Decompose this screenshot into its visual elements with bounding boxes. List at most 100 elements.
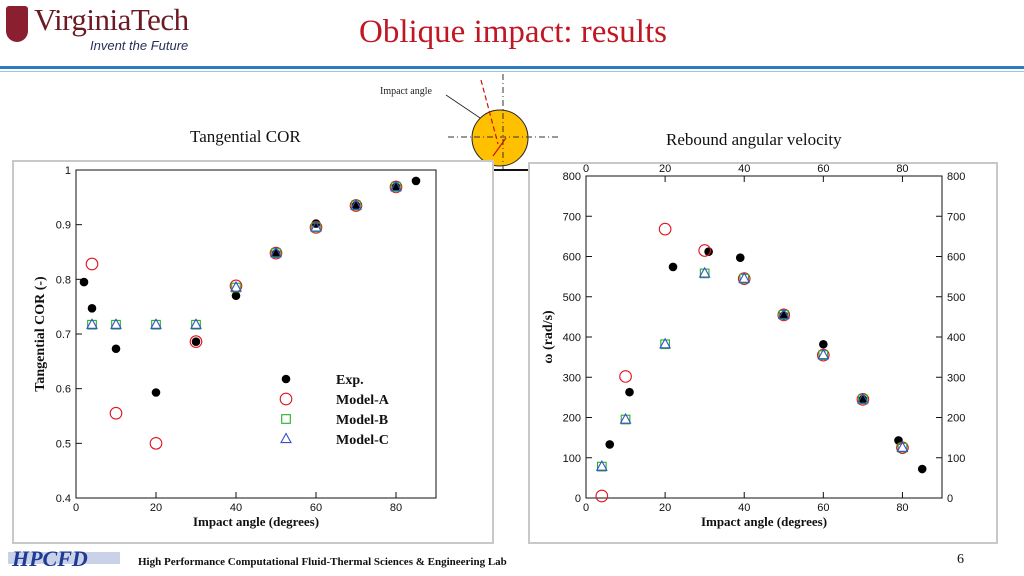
- y-tick-label: 1: [65, 165, 71, 177]
- y-tick-label-right: 200: [947, 413, 965, 425]
- tangential-cor-panel: 0 20 40 60 80 0.4 0.5 0.6 0.7 0.8 0.9 1 Impact angle…: [12, 160, 494, 544]
- data-point-modela: [595, 489, 609, 503]
- y-axis-label: ω (rad/s): [541, 310, 556, 364]
- y-tick-label: 0.4: [56, 493, 71, 505]
- y-tick-label: 200: [563, 413, 581, 425]
- data-point-modelb: [151, 319, 161, 330]
- data-point-modelc: [856, 392, 869, 404]
- data-point-exp: [111, 344, 121, 354]
- x-axis-label: Impact angle (degrees): [701, 514, 827, 529]
- y-tick-label-right: 0: [947, 493, 953, 505]
- y-tick-label: 500: [563, 292, 581, 304]
- angular-velocity-panel: 0 0 20 20 40 40 60 60 80 80 0 0 100 100 200 200 300 300 40…: [528, 162, 998, 544]
- data-point-modelb: [191, 319, 201, 330]
- data-point-modela: [85, 257, 99, 271]
- plot-frame: [585, 175, 943, 499]
- impact-angle-label: Impact angle: [380, 86, 432, 97]
- data-point-modela: [658, 222, 672, 236]
- data-point-modela: [149, 436, 163, 450]
- x-tick-label-top: 40: [738, 164, 750, 175]
- x-tick-label-top: 60: [817, 164, 829, 175]
- data-point-modelb: [311, 222, 321, 233]
- data-point-modelc: [738, 271, 751, 283]
- data-point-modela: [189, 335, 203, 349]
- data-point-modelb: [351, 200, 361, 211]
- data-point-modelb: [271, 248, 281, 258]
- data-point-exp: [819, 339, 828, 349]
- y-tick-label: 0.5: [56, 438, 71, 450]
- y-tick-label: 0.9: [56, 220, 71, 232]
- data-point-exp: [411, 176, 421, 186]
- hpcfd-logo-text: HPCFD: [11, 546, 88, 571]
- data-point-modelc: [698, 266, 711, 278]
- legend-label: Model-C: [336, 433, 389, 448]
- y-tick-label-right: 500: [947, 292, 965, 304]
- data-point-modelc: [350, 198, 362, 210]
- header-divider: [0, 66, 1024, 69]
- x-tick-label: 0: [73, 502, 79, 514]
- hpcfd-logo-band: [8, 552, 120, 564]
- virginia-tech-logo: VirginiaTech Invent the Future: [4, 2, 204, 54]
- x-axis-label: Impact angle (degrees): [193, 514, 319, 529]
- rebound-direction-line: [492, 137, 507, 157]
- data-point-modelc: [659, 337, 672, 349]
- y-tick-label: 0.8: [56, 274, 71, 286]
- y-tick-label: 0.6: [56, 384, 71, 396]
- data-point-modelb: [111, 319, 121, 330]
- legend-marker: [280, 432, 292, 444]
- data-point-modelc: [595, 459, 608, 471]
- data-point-modelc: [817, 348, 830, 360]
- y-tick-label: 0: [575, 493, 581, 505]
- y-axis-label: Tangential COR (-): [33, 276, 48, 392]
- data-point-exp: [87, 304, 97, 313]
- x-tick-label: 60: [310, 502, 322, 514]
- y-tick-label-right: 300: [947, 372, 965, 384]
- shield-icon: [6, 6, 28, 42]
- data-point-modelb: [87, 319, 97, 330]
- data-point-exp: [625, 387, 634, 397]
- x-tick-label: 80: [896, 502, 908, 514]
- x-tick-label: 80: [390, 502, 402, 514]
- y-tick-label: 0.7: [56, 329, 71, 341]
- data-point-exp: [231, 291, 241, 301]
- data-point-modelc: [777, 308, 790, 320]
- x-tick-label: 40: [738, 502, 750, 514]
- data-point-modelc: [390, 180, 402, 192]
- x-tick-label: 20: [659, 502, 671, 514]
- data-point-exp: [735, 253, 745, 263]
- y-tick-label-right: 800: [947, 171, 965, 183]
- data-point-modelc: [86, 318, 98, 329]
- plot-frame: [75, 169, 437, 499]
- tangential-cor-chart: 0 20 40 60 80 0.4 0.5 0.6 0.7 0.8 0.9 1 Impact angle…: [33, 165, 437, 529]
- legend-marker: [281, 374, 291, 384]
- data-point-modelb: [897, 442, 908, 453]
- x-tick-label: 0: [583, 502, 589, 514]
- y-tick-label: 400: [563, 332, 581, 344]
- legend-label: Exp.: [336, 373, 364, 388]
- logo-tagline: Invent the Future: [90, 38, 189, 53]
- page-number: 6: [957, 552, 964, 567]
- data-point-modela: [619, 370, 632, 383]
- legend-label: Model-B: [336, 413, 388, 428]
- slide-title: Oblique impact: results: [359, 14, 667, 50]
- data-point-exp: [917, 464, 927, 474]
- x-tick-label-top: 0: [583, 164, 589, 175]
- data-point-modelb: [596, 461, 607, 472]
- y-tick-label-right: 100: [947, 453, 965, 465]
- data-point-modelc: [619, 412, 632, 424]
- logo-text: VirginiaTech: [34, 2, 189, 37]
- y-tick-label: 300: [563, 372, 581, 384]
- x-tick-label: 40: [230, 502, 242, 514]
- data-point-modelb: [391, 182, 401, 192]
- impact-angle-diagram: Impact angle: [380, 74, 558, 171]
- data-point-modelc: [150, 318, 162, 329]
- data-point-exp: [191, 337, 201, 346]
- data-point-modelb: [778, 310, 789, 320]
- x-tick-label-top: 80: [896, 164, 908, 175]
- data-point-modelc: [230, 280, 242, 292]
- tangential-cor-heading: Tangential COR: [190, 127, 301, 146]
- data-point-exp: [79, 277, 89, 287]
- legend-marker: [281, 414, 291, 424]
- data-point-modelb: [231, 282, 241, 293]
- data-point-modelb: [858, 394, 868, 405]
